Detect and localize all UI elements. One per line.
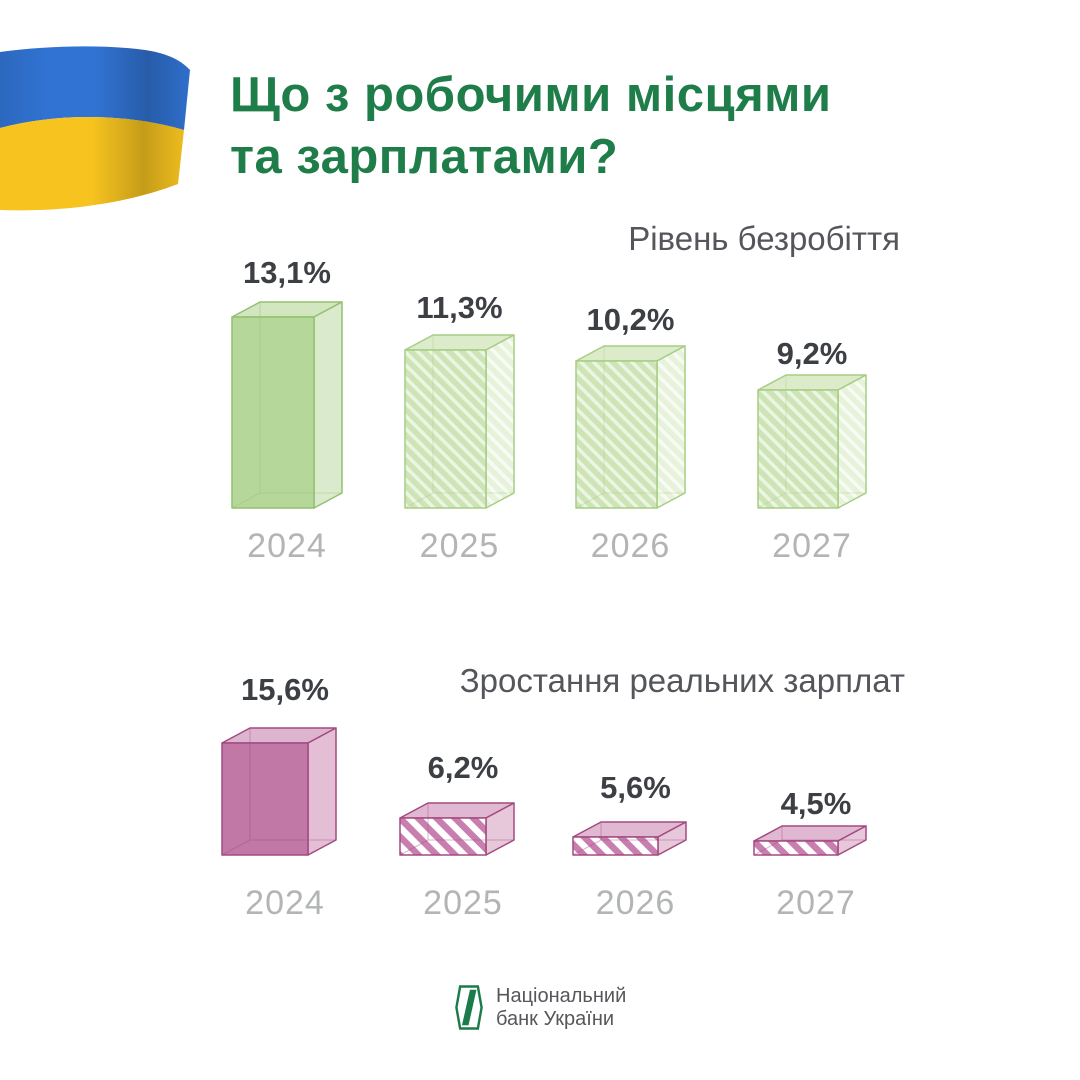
bar-2027 — [753, 825, 867, 856]
nbu-logo-block: Національний банк України — [455, 984, 626, 1031]
value-label-2026: 10,2% — [586, 302, 675, 337]
year-label-2026: 2026 — [595, 884, 676, 922]
bar-2026 — [572, 821, 687, 856]
ukraine-flag-icon — [0, 46, 190, 211]
nbu-logo-icon — [455, 985, 483, 1030]
value-label-2024: 15,6% — [241, 672, 329, 707]
page-title-line2: та зарплатами? — [230, 130, 619, 184]
value-label-2027: 4,5% — [780, 786, 852, 821]
bar-2024 — [231, 301, 343, 509]
value-label-2024: 13,1% — [243, 255, 331, 290]
bar-2025 — [399, 802, 515, 856]
page-title-line1: Що з робочими місцями — [230, 68, 832, 122]
page-title: Що з робочими місцями та зарплатами? — [230, 64, 910, 188]
year-label-2024: 2024 — [245, 884, 325, 922]
year-label-2027: 2027 — [772, 527, 852, 565]
bar-2025 — [404, 334, 515, 509]
bar-2026 — [575, 345, 686, 509]
value-label-2025: 11,3% — [416, 290, 503, 325]
wage-growth-chart — [221, 727, 867, 856]
value-label-2026: 5,6% — [600, 770, 671, 805]
year-label-2025: 2025 — [419, 527, 500, 565]
chart-title-wages: Зростання реальних зарплат — [459, 662, 905, 699]
nbu-text-line1: Національний — [496, 984, 627, 1007]
year-label-2024: 2024 — [247, 527, 327, 565]
year-label-2027: 2027 — [776, 884, 856, 922]
bar-2027 — [757, 374, 867, 509]
year-label-2026: 2026 — [590, 527, 671, 565]
chart-title-unemployment: Рівень безробіття — [628, 220, 900, 257]
nbu-logo-text: Національний банк України — [496, 985, 626, 1031]
nbu-text-line2: банк України — [496, 1007, 615, 1030]
value-label-2027: 9,2% — [776, 336, 848, 371]
year-label-2025: 2025 — [423, 884, 503, 922]
value-label-2025: 6,2% — [427, 750, 499, 785]
unemployment-chart — [231, 301, 867, 509]
bar-2024 — [221, 727, 337, 856]
